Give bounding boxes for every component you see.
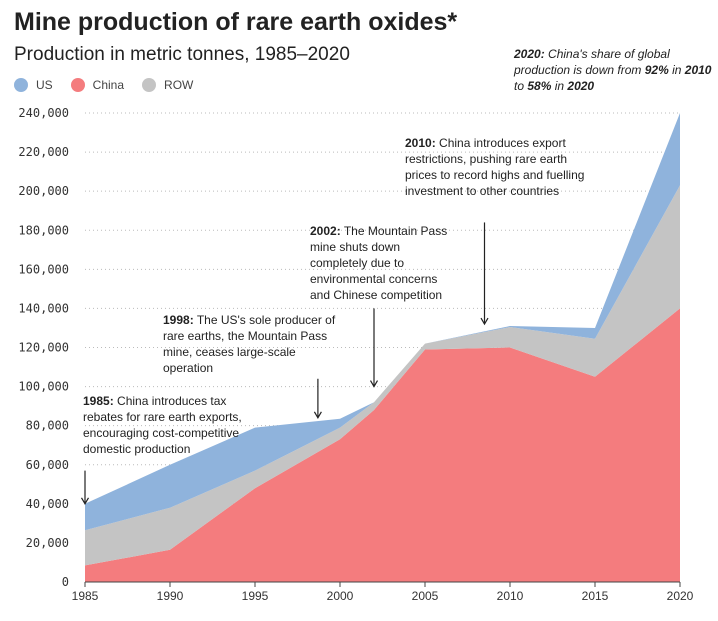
annotation-text: China introduces tax rebates for rare ea…	[83, 394, 242, 456]
x-tick-label: 2010	[497, 589, 524, 603]
y-tick-label: 100,000	[18, 380, 69, 394]
x-tick-label: 1995	[242, 589, 269, 603]
annotation-year: 1998:	[163, 313, 194, 327]
area-us	[85, 113, 680, 531]
legend-swatch-us	[14, 78, 28, 92]
share-note-value-2010: 92%	[644, 63, 669, 77]
area-row	[85, 185, 680, 566]
y-tick-label: 140,000	[18, 301, 69, 315]
annotation-year: 1985:	[83, 394, 114, 408]
share-note: 2020: China's share of global production…	[514, 46, 714, 94]
legend-swatch-row	[142, 78, 157, 92]
legend-swatch-china	[70, 78, 85, 92]
y-tick-label: 120,000	[18, 341, 69, 355]
share-note-text: to	[514, 79, 528, 93]
annotation-2002: 2002: The Mountain Pass mine shuts down …	[310, 223, 460, 303]
share-note-value-2020: 58%	[527, 79, 552, 93]
legend: US China ROW	[14, 78, 211, 92]
annotation-arrowhead	[480, 317, 489, 326]
share-note-year-2010: 2010	[684, 63, 712, 77]
annotation-year: 2002:	[310, 224, 341, 238]
legend-item-row: ROW	[142, 78, 193, 92]
annotation-1998: 1998: The US's sole producer of rare ear…	[163, 312, 343, 376]
legend-label-us: US	[36, 78, 53, 92]
chart-subtitle: Production in metric tonnes, 1985–2020	[14, 44, 350, 65]
x-tick-label: 2020	[667, 589, 694, 603]
annotation-text: The US's sole producer of rare earths, t…	[163, 313, 336, 375]
y-tick-label: 200,000	[18, 184, 69, 198]
annotation-text: The Mountain Pass mine shuts down comple…	[310, 224, 448, 302]
y-tick-label: 20,000	[26, 536, 69, 550]
legend-item-china: China	[70, 78, 125, 92]
x-tick-label: 1985	[72, 589, 99, 603]
share-note-year: 2020:	[514, 47, 545, 61]
legend-label-china: China	[92, 78, 125, 92]
share-note-text: in	[668, 63, 685, 77]
legend-item-us: US	[14, 78, 53, 92]
annotation-arrowhead	[313, 411, 322, 420]
annotation-1985: 1985: China introduces tax rebates for r…	[83, 393, 263, 457]
annotation-2010: 2010: China introduces export restrictio…	[405, 135, 590, 199]
chart-title: Mine production of rare earth oxides*	[14, 8, 458, 36]
annotation-arrowhead	[80, 497, 90, 506]
x-tick-label: 2015	[582, 589, 609, 603]
share-note-year-2020: 2020	[567, 79, 595, 93]
annotation-arrowhead	[369, 380, 379, 388]
x-tick-label: 2000	[327, 589, 354, 603]
y-tick-label: 40,000	[26, 497, 69, 511]
y-tick-label: 160,000	[18, 262, 69, 276]
y-tick-label: 60,000	[26, 458, 69, 472]
x-tick-label: 2005	[412, 589, 439, 603]
area-china	[85, 308, 680, 582]
y-tick-label: 240,000	[18, 106, 69, 120]
y-tick-label: 220,000	[18, 145, 69, 159]
x-tick-label: 1990	[157, 589, 184, 603]
y-tick-label: 80,000	[26, 419, 69, 433]
share-note-text: in	[551, 79, 568, 93]
y-tick-label: 180,000	[18, 223, 69, 237]
annotation-year: 2010:	[405, 136, 436, 150]
annotation-text: China introduces export restrictions, pu…	[405, 136, 585, 198]
y-tick-label: 0	[62, 575, 69, 589]
share-note-text: China's share of global production is do…	[514, 47, 670, 77]
legend-label-row: ROW	[164, 78, 194, 92]
